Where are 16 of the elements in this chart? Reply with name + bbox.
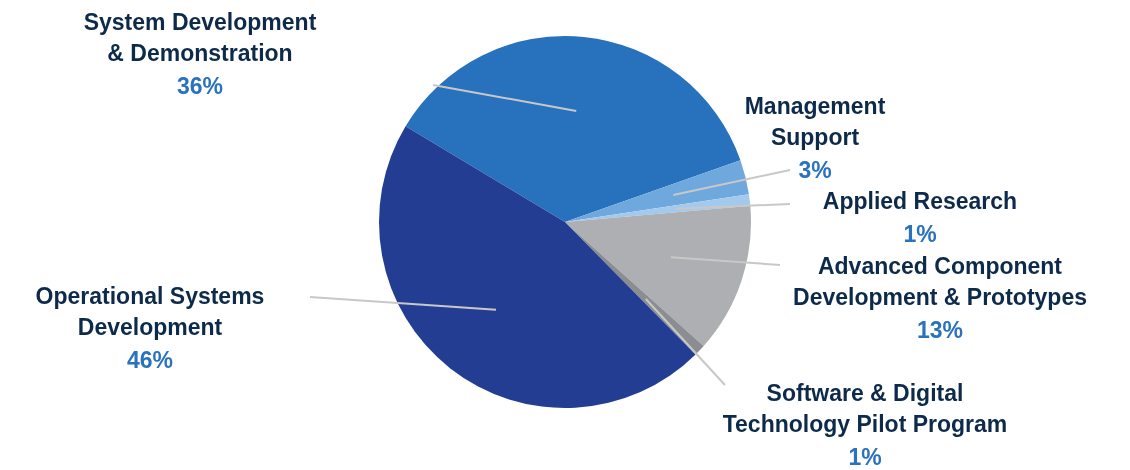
slice-label: Software & Digital Technology Pilot Program xyxy=(722,380,1008,437)
slice-label: Advanced Component Development & Prototypes xyxy=(793,253,1087,310)
slice-label: Applied Research xyxy=(822,188,1018,214)
data-label: 1% xyxy=(903,221,937,247)
slice-label: Operational Systems Development xyxy=(35,283,265,340)
data-label: 1% xyxy=(848,444,882,470)
data-label: 36% xyxy=(176,73,224,99)
slice-label: Management Support xyxy=(744,93,886,150)
slice-label: System Development & Demonstration xyxy=(83,9,317,66)
data-label: 46% xyxy=(126,347,174,373)
data-label: 13% xyxy=(916,317,964,343)
pie-slice xyxy=(379,126,696,408)
pie-slice xyxy=(405,36,741,222)
pie-slice xyxy=(565,160,749,222)
data-label: 3% xyxy=(798,157,832,183)
pie-slice xyxy=(565,205,751,346)
